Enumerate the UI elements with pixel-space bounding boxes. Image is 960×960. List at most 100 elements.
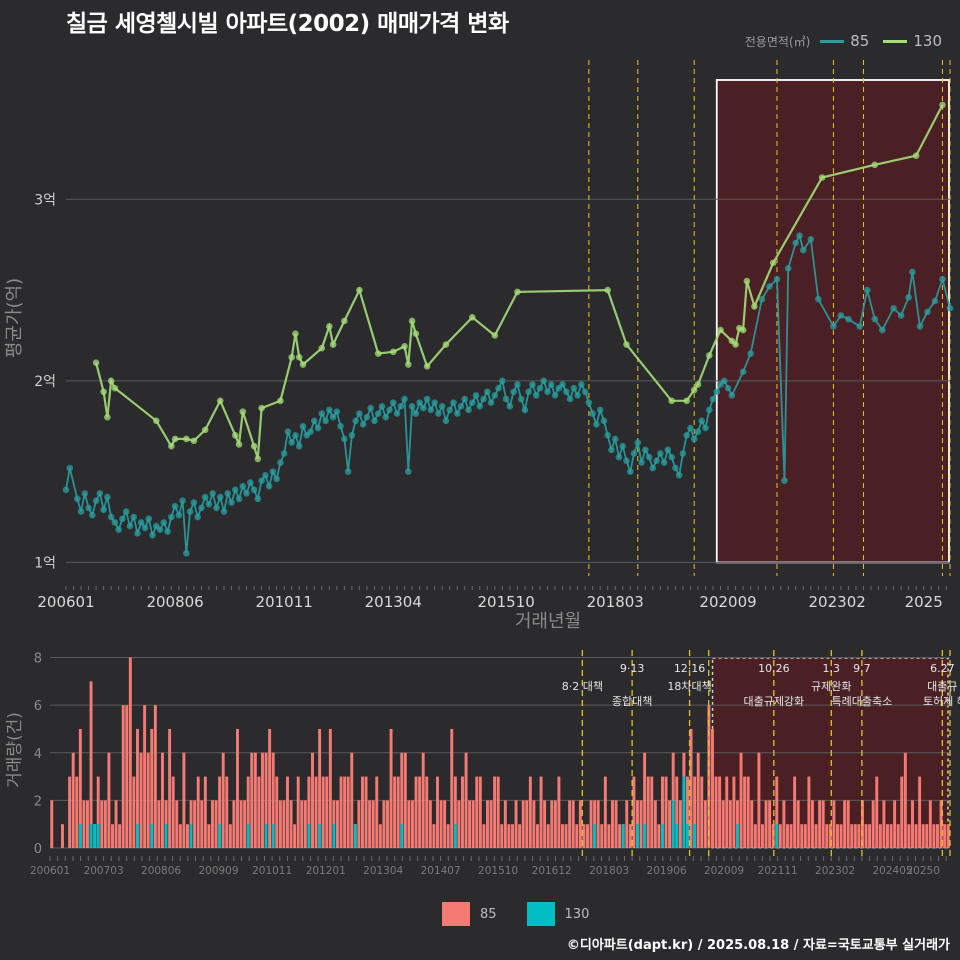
data-point-130 [239,408,247,416]
bar-85 [503,800,507,848]
data-point-85 [544,388,551,396]
bar-85 [725,776,729,848]
data-point-85 [100,506,107,514]
bar-85 [900,776,904,848]
bar-85 [118,824,122,848]
data-point-85 [171,502,179,510]
bar-85 [125,705,129,848]
policy-name-label: 토허제 해제 [923,694,960,708]
bar-85 [839,824,843,848]
bar-85 [675,776,679,848]
policy-name-label: 규제완화 [811,680,851,693]
data-point-85 [423,395,431,403]
data-point-130 [751,303,758,310]
data-point-85 [845,315,852,323]
bar-85 [443,800,447,848]
data-point-85 [243,490,250,497]
bar-85 [75,776,79,848]
data-point-85 [247,479,254,486]
bar-130 [661,824,664,848]
bar-130 [643,824,647,848]
data-point-130 [92,359,100,367]
bar-85 [771,824,775,848]
data-point-85 [122,508,130,515]
data-point-85 [183,550,190,557]
bar-85 [921,824,925,848]
bar-85 [586,824,589,848]
data-point-85 [909,268,916,276]
bar-85 [686,776,689,848]
bar-85 [407,800,411,848]
data-point-85 [435,410,442,417]
bar-85 [768,800,772,848]
bar-85 [811,800,814,848]
bar-85 [914,824,918,848]
bar-85 [257,776,261,848]
bar-85 [86,800,89,848]
bar-85 [425,776,429,848]
bar-85 [486,800,489,848]
data-point-85 [314,424,322,432]
data-point-130 [468,314,476,321]
bar-85 [343,776,347,848]
data-point-130 [604,286,611,294]
bar-legend: 85 130 [442,902,609,926]
data-point-85 [250,486,258,494]
policy-date-label: 1.3 [823,662,841,675]
data-point-85 [506,402,514,410]
bar-85 [221,752,225,848]
bar-130 [307,824,311,848]
data-point-85 [581,388,589,396]
data-point-85 [107,513,115,521]
data-point-85 [713,388,721,396]
bar-85 [714,776,718,848]
data-point-85 [916,323,924,330]
bar-85 [943,824,947,848]
data-point-85 [739,368,747,376]
bar-85 [182,752,186,848]
data-point-85 [946,304,954,312]
data-point-85 [265,482,273,490]
bar-85 [389,728,393,848]
data-point-85 [389,399,397,406]
bar-130 [682,776,686,848]
data-point-85 [205,501,213,508]
data-point-130 [818,174,826,181]
bar-130 [218,824,222,848]
data-point-85 [784,264,792,272]
data-point-85 [401,395,408,403]
data-point-85 [615,453,623,461]
bar-85 [703,800,707,848]
bar-130 [150,824,154,848]
bar-85 [393,776,397,848]
bar-85 [661,776,664,848]
data-point-85 [186,508,194,515]
data-point-85 [299,422,307,430]
data-point-85 [559,381,566,388]
data-point-85 [815,295,822,303]
bar-130 [693,824,697,848]
bar-85 [578,800,582,848]
data-point-130 [326,323,333,330]
bar-130 [246,824,250,848]
data-point-85 [333,408,341,416]
bar-85 [753,824,757,848]
data-point-85 [220,508,228,515]
bar-85 [89,681,93,848]
bar-85 [357,800,361,848]
data-point-85 [119,515,126,523]
bar-y-tick-label: 2 [34,794,42,809]
bar-85 [693,776,697,848]
bar-85 [161,752,164,848]
bar-85 [303,800,307,848]
x-tick-label: 201304 [365,593,422,611]
bar-85 [721,800,725,848]
data-point-85 [295,442,303,450]
data-point-85 [190,499,198,506]
bar-85 [718,776,722,848]
bar-85 [203,776,207,848]
bar-x-tick-label: 201612 [532,865,572,877]
data-point-85 [416,399,423,406]
data-point-85 [766,283,773,290]
bar-85 [789,824,793,848]
